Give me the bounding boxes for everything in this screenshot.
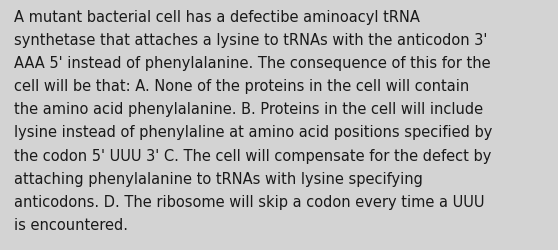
Text: is encountered.: is encountered. [14,217,128,232]
Text: synthetase that attaches a lysine to tRNAs with the anticodon 3': synthetase that attaches a lysine to tRN… [14,33,487,48]
Text: cell will be that: A. None of the proteins in the cell will contain: cell will be that: A. None of the protei… [14,79,469,94]
Text: AAA 5' instead of phenylalanine. The consequence of this for the: AAA 5' instead of phenylalanine. The con… [14,56,490,71]
Text: lysine instead of phenylaline at amino acid positions specified by: lysine instead of phenylaline at amino a… [14,125,492,140]
Text: the codon 5' UUU 3' C. The cell will compensate for the defect by: the codon 5' UUU 3' C. The cell will com… [14,148,492,163]
Text: the amino acid phenylalanine. B. Proteins in the cell will include: the amino acid phenylalanine. B. Protein… [14,102,483,117]
Text: attaching phenylalanine to tRNAs with lysine specifying: attaching phenylalanine to tRNAs with ly… [14,171,423,186]
Text: A mutant bacterial cell has a defectibe aminoacyl tRNA: A mutant bacterial cell has a defectibe … [14,10,420,25]
Text: anticodons. D. The ribosome will skip a codon every time a UUU: anticodons. D. The ribosome will skip a … [14,194,484,209]
